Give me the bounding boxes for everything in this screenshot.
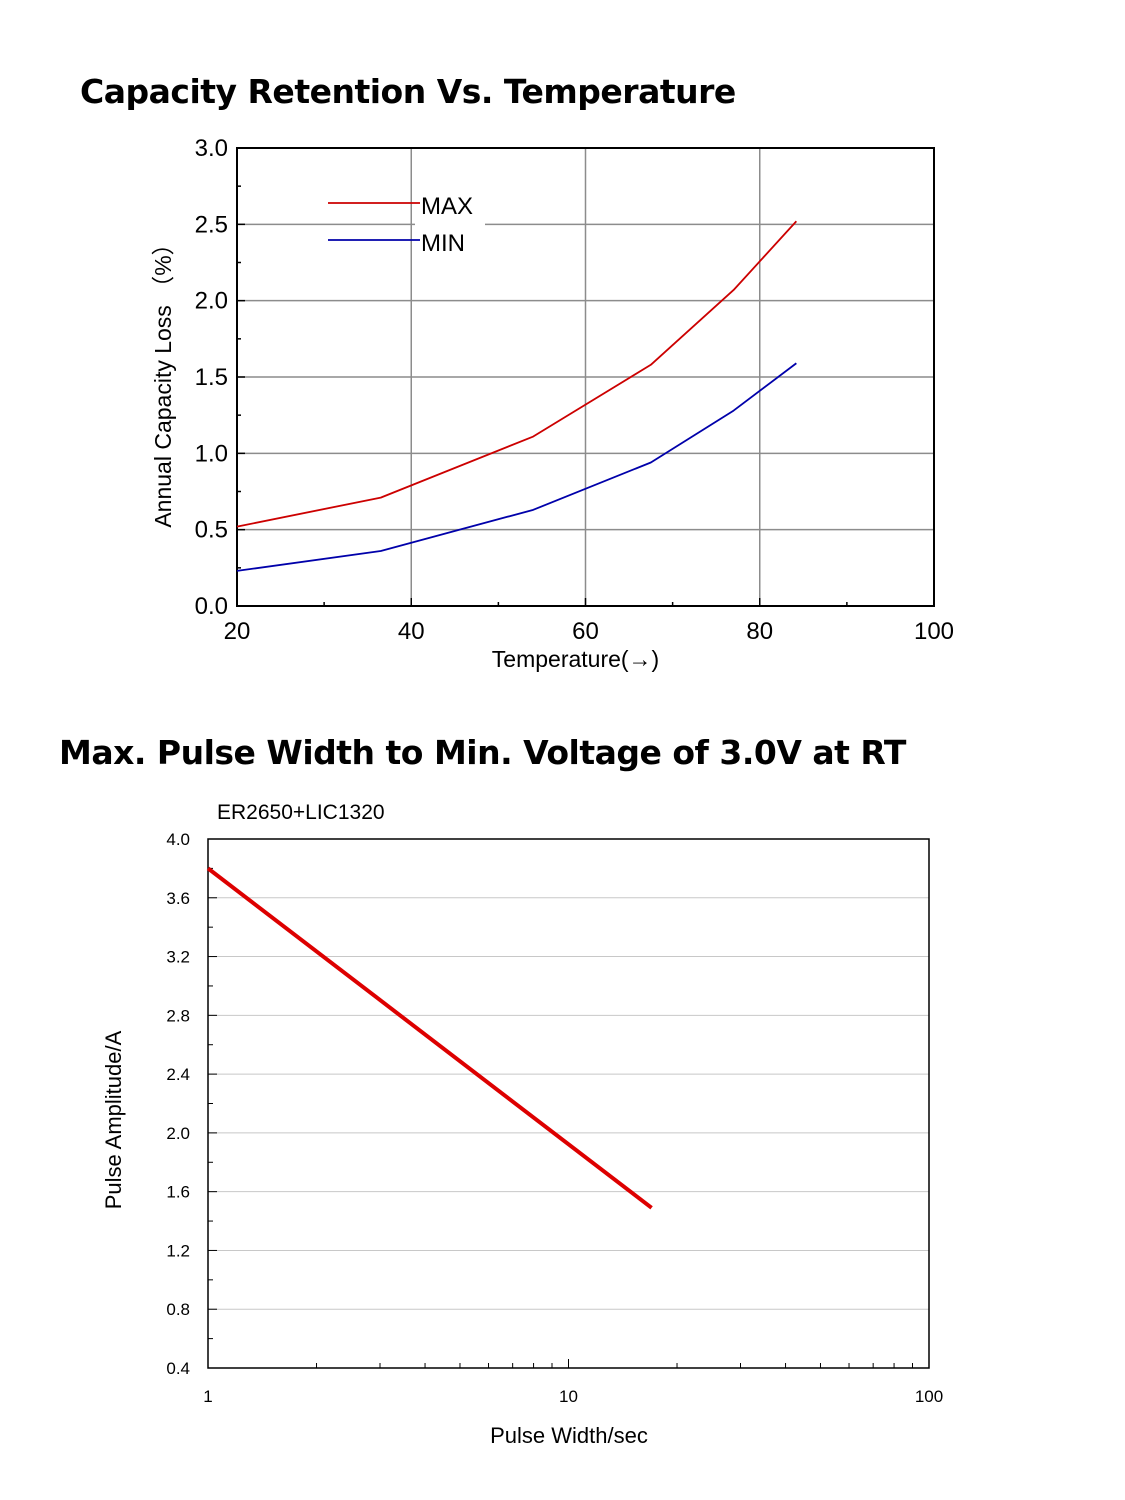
x-tick-label: 20 [224,618,251,645]
x-tick-label: 100 [914,618,954,645]
y-tick-label: 1.6 [166,1183,190,1202]
y-tick-label: 3.6 [166,889,190,908]
y-tick-label: 3.0 [195,135,228,162]
y-axis-label: Pulse Amplitude/A [101,1030,126,1209]
y-tick-label: 0.8 [166,1300,190,1319]
chart1-title: Capacity Retention Vs. Temperature [80,72,736,111]
x-tick-label: 60 [572,618,599,645]
y-axis-label: Annual Capacity Loss （%） [150,232,176,527]
capacity-retention-chart: 20 40 60 80 100 0.0 0.5 1.0 1.5 2.0 2.5 3.0 Temperat… [150,135,954,672]
x-axis-label: Pulse Width/sec [490,1423,648,1448]
chart-subtitle: ER2650+LIC1320 [217,801,385,824]
y-tick-label: 2.5 [195,211,228,238]
x-tick-label: 100 [915,1387,943,1406]
legend-label-min: MIN [421,230,465,257]
x-tick-label: 1 [203,1387,212,1406]
legend-background [415,190,485,260]
y-tick-label: 3.2 [166,948,190,967]
chart2-title: Max. Pulse Width to Min. Voltage of 3.0V… [59,733,906,772]
y-tick-label: 0.4 [166,1359,190,1378]
y-tick-label: 2.0 [195,288,228,315]
y-tick-label: 0.0 [195,593,228,620]
legend-label-max: MAX [421,193,473,220]
y-tick-label: 1.0 [195,440,228,467]
y-tick-label: 1.2 [166,1241,190,1260]
plot-frame [207,838,930,1369]
series-line-min [236,362,797,572]
y-tick-label: 0.5 [195,517,228,544]
x-tick-label: 80 [746,618,773,645]
x-tick-label: 40 [398,618,425,645]
series-line-max [236,220,798,528]
y-tick-label: 1.5 [195,364,228,391]
y-tick-label: 2.4 [166,1065,190,1084]
y-tick-label: 2.0 [166,1124,190,1143]
x-axis-label: Temperature(→) [492,646,659,672]
y-tick-label: 4.0 [166,830,190,849]
series-line [206,866,653,1210]
y-tick-label: 2.8 [166,1006,190,1025]
x-tick-label: 10 [559,1387,578,1406]
